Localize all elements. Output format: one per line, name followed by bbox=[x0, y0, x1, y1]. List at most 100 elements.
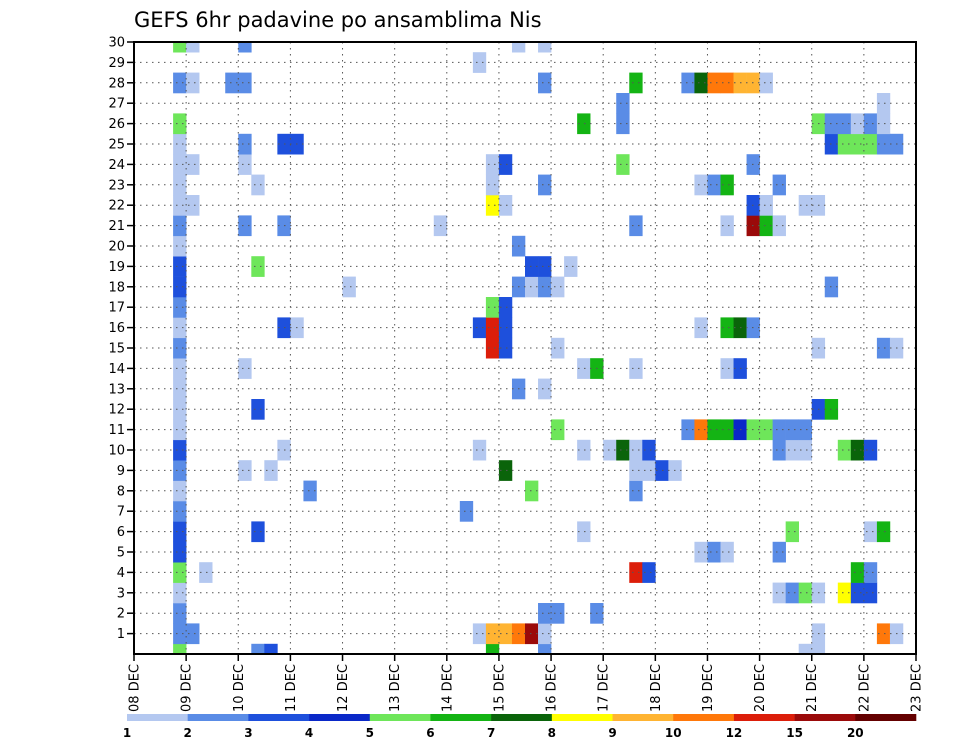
heatmap-cell bbox=[759, 72, 773, 94]
heatmap-cell bbox=[798, 643, 813, 655]
heatmap-cell bbox=[186, 195, 200, 216]
heatmap-cell bbox=[577, 113, 591, 135]
heatmap-cell bbox=[173, 582, 187, 604]
heatmap-cell bbox=[850, 562, 865, 583]
heatmap-cell bbox=[863, 521, 878, 543]
x-tick-label: 21 DEC bbox=[805, 664, 820, 712]
heatmap-cell bbox=[173, 133, 187, 155]
x-tick-label: 08 DEC bbox=[128, 664, 143, 712]
heatmap-cell bbox=[303, 480, 317, 502]
heatmap-cell bbox=[720, 419, 734, 441]
y-tick-label: 18 bbox=[108, 280, 125, 295]
x-axis-ticks: 08 DEC 09 DEC 10 DEC 11 DEC 12 DEC 13 DEC 14 D… bbox=[128, 654, 925, 712]
legend-swatch bbox=[187, 714, 249, 721]
heatmap-cell bbox=[186, 154, 200, 175]
heatmap-cell bbox=[538, 276, 552, 298]
heatmap-cell bbox=[173, 460, 187, 481]
heatmap-cell bbox=[538, 72, 552, 94]
heatmap-cell bbox=[850, 439, 865, 461]
heatmap-cell bbox=[498, 460, 513, 481]
legend-swatch bbox=[733, 714, 795, 721]
heatmap-cell bbox=[225, 72, 239, 94]
heatmap-cell bbox=[577, 358, 591, 379]
heatmap-cell bbox=[603, 439, 617, 461]
heatmap-cell bbox=[798, 195, 813, 216]
heatmap-cell bbox=[759, 419, 773, 441]
heatmap-cell bbox=[472, 317, 487, 339]
legend-label: 12 bbox=[726, 726, 743, 740]
heatmap-cell bbox=[173, 521, 187, 543]
heatmap-cell bbox=[186, 623, 200, 645]
heatmap-cell bbox=[525, 480, 539, 502]
heatmap-cell bbox=[863, 562, 878, 583]
heatmap-cell bbox=[785, 582, 799, 604]
y-tick-label: 29 bbox=[108, 56, 125, 71]
y-tick-label: 21 bbox=[108, 219, 125, 234]
heatmap-cell bbox=[173, 256, 187, 277]
legend-label: 8 bbox=[548, 726, 556, 740]
heatmap-cell bbox=[642, 460, 656, 481]
heatmap-cell bbox=[472, 439, 487, 461]
heatmap-cell bbox=[173, 297, 187, 318]
heatmap-cell bbox=[251, 521, 265, 543]
legend-swatch bbox=[309, 714, 371, 721]
heatmap-cell bbox=[251, 174, 265, 196]
heatmap-cell bbox=[707, 419, 721, 441]
y-tick-label: 17 bbox=[108, 301, 125, 316]
heatmap-cell bbox=[538, 256, 552, 277]
y-tick-label: 5 bbox=[117, 546, 125, 561]
heatmap-cell bbox=[173, 439, 187, 461]
heatmap-cell bbox=[459, 501, 474, 522]
heatmap-cell bbox=[629, 358, 643, 379]
heatmap-cell bbox=[173, 154, 187, 175]
y-tick-label: 25 bbox=[108, 138, 125, 153]
heatmap-cell bbox=[720, 358, 734, 379]
heatmap-cell bbox=[173, 337, 187, 359]
heatmap-cell bbox=[707, 72, 721, 94]
heatmap-cell bbox=[498, 337, 513, 359]
y-tick-label: 28 bbox=[108, 76, 125, 91]
heatmap-cell bbox=[485, 297, 500, 318]
heatmap-cell bbox=[251, 399, 265, 420]
heatmap-cell bbox=[525, 256, 539, 277]
y-axis-ticks: 1234567891011121314151617181920212223242… bbox=[108, 36, 134, 642]
x-tick-label: 23 DEC bbox=[910, 664, 925, 712]
heatmap-cell bbox=[772, 439, 786, 461]
heatmap-cell bbox=[485, 154, 500, 175]
heatmap-cell bbox=[876, 133, 891, 155]
heatmap-cell bbox=[472, 52, 487, 73]
heatmap-cell bbox=[629, 480, 643, 502]
heatmap-cell bbox=[186, 42, 200, 53]
heatmap-cell bbox=[655, 460, 669, 481]
heatmap-cell bbox=[238, 72, 252, 94]
heatmap-cell bbox=[720, 174, 734, 196]
y-tick-label: 4 bbox=[117, 566, 125, 581]
legend-label: 5 bbox=[366, 726, 374, 740]
heatmap-cell bbox=[876, 623, 891, 645]
heatmap-cell bbox=[551, 603, 565, 624]
y-tick-label: 20 bbox=[108, 240, 125, 255]
heatmap-cell bbox=[173, 215, 187, 237]
heatmap-cell bbox=[772, 419, 786, 441]
heatmap-cell bbox=[238, 215, 252, 237]
x-tick-label: 16 DEC bbox=[545, 664, 560, 712]
heatmap-cell bbox=[173, 235, 187, 257]
heatmap-cell bbox=[173, 42, 187, 53]
heatmap-cell bbox=[173, 276, 187, 298]
heatmap-cell bbox=[538, 623, 552, 645]
heatmap-cell bbox=[173, 501, 187, 522]
heatmap-cell bbox=[798, 582, 813, 604]
heatmap-cell bbox=[485, 317, 500, 339]
y-tick-label: 1 bbox=[117, 627, 125, 642]
legend-swatch bbox=[551, 714, 613, 721]
x-tick-label: 10 DEC bbox=[232, 664, 247, 712]
heatmap-cell bbox=[876, 337, 891, 359]
heatmap-cell bbox=[681, 72, 695, 94]
y-tick-label: 27 bbox=[108, 97, 125, 112]
legend-swatch bbox=[612, 714, 674, 721]
legend-swatch bbox=[369, 714, 431, 721]
heatmap-cell bbox=[772, 174, 786, 196]
legend-label: 15 bbox=[786, 726, 803, 740]
x-tick-label: 18 DEC bbox=[649, 664, 664, 712]
heatmap-cell bbox=[238, 358, 252, 379]
